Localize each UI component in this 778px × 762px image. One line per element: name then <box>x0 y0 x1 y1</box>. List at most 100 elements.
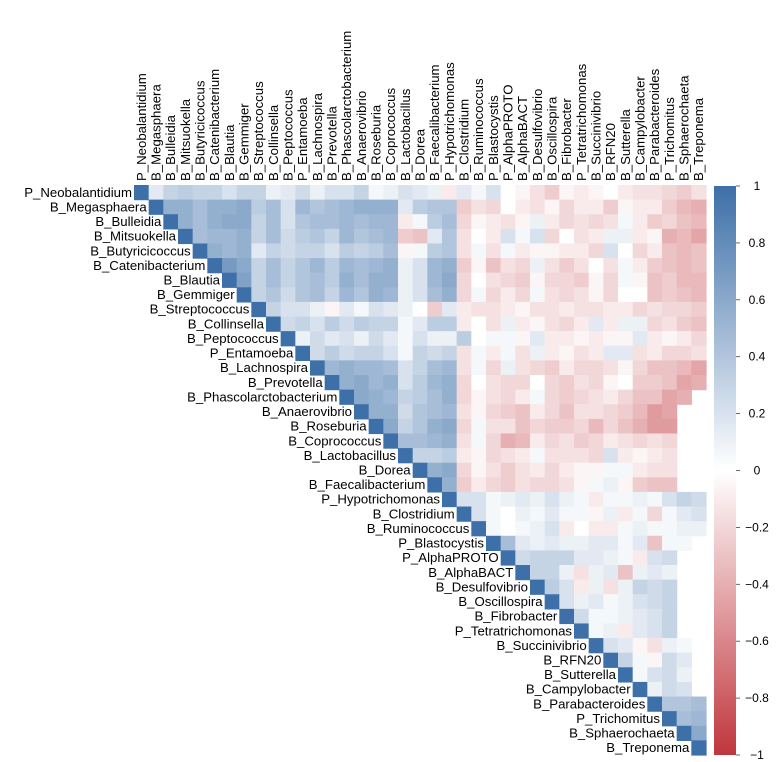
heatmap-cell <box>530 287 546 303</box>
column-label: P_Trichomitus <box>662 97 677 181</box>
heatmap-cell <box>515 316 531 332</box>
heatmap-cell <box>603 418 619 435</box>
heatmap-cell <box>632 477 648 493</box>
heatmap-cell <box>471 272 487 288</box>
heatmap-cell <box>515 287 531 303</box>
heatmap-cell <box>559 579 575 595</box>
heatmap-cell <box>544 185 560 201</box>
heatmap-cell <box>691 214 707 230</box>
heatmap-cell <box>662 491 678 508</box>
heatmap-cell <box>647 375 663 391</box>
column-label: P_Blastocystis <box>486 95 501 181</box>
heatmap-cell <box>647 667 663 683</box>
colorbar-tick-label: 0.6 <box>749 293 766 307</box>
heatmap-cell <box>207 185 223 201</box>
heatmap-cell <box>603 550 619 566</box>
heatmap-cell <box>222 228 238 245</box>
column-label: B_Phascolarctobacterium <box>339 31 354 181</box>
heatmap-cell <box>588 521 604 537</box>
heatmap-cell <box>603 345 619 361</box>
row-label: P_Trichomitus <box>576 711 660 726</box>
heatmap-cell <box>588 418 604 435</box>
heatmap-cell <box>295 199 311 215</box>
heatmap-cell <box>280 185 296 201</box>
heatmap-cell <box>691 725 707 741</box>
heatmap-cell <box>324 360 340 376</box>
heatmap-cell <box>207 214 223 230</box>
column-label: B_Parabacteroides <box>647 68 662 181</box>
heatmap-cell <box>471 389 487 405</box>
row-label: B_Phascolarctobacterium <box>187 389 337 404</box>
heatmap-cell <box>632 681 648 698</box>
heatmap-cell <box>559 331 575 347</box>
column-label: B_Mitsuokella <box>178 98 193 181</box>
heatmap-cell <box>632 579 648 595</box>
heatmap-cell <box>559 521 575 537</box>
heatmap-cell <box>339 316 355 332</box>
heatmap-cell <box>266 199 282 215</box>
heatmap-cell <box>236 243 252 259</box>
heatmap-cell <box>544 375 560 391</box>
heatmap-cell <box>339 272 355 288</box>
heatmap-cell <box>603 579 619 595</box>
heatmap-cell <box>530 214 546 230</box>
column-label: B_Clostridium <box>457 99 472 181</box>
heatmap-cell <box>559 448 575 464</box>
heatmap-cell <box>632 433 648 449</box>
column-label: B_RFN20 <box>603 123 618 181</box>
heatmap-cell <box>574 316 590 332</box>
heatmap-cell <box>662 243 678 259</box>
heatmap-cell <box>354 258 370 274</box>
heatmap-cell <box>574 594 590 610</box>
heatmap-cell <box>222 243 238 259</box>
row-label: B_Desulfovibrio <box>436 579 528 594</box>
heatmap-cell <box>632 316 648 332</box>
heatmap-cell <box>544 448 560 464</box>
heatmap-cell <box>383 389 399 405</box>
heatmap-cell <box>383 185 399 201</box>
heatmap-cell <box>295 331 311 347</box>
heatmap-cell <box>691 287 707 303</box>
heatmap-cell <box>603 316 619 332</box>
heatmap-cell <box>544 287 560 303</box>
heatmap-cell <box>544 272 560 288</box>
heatmap-cell <box>339 228 355 245</box>
column-label: B_Megasphaera <box>149 84 164 181</box>
row-label: B_Peptococcus <box>187 331 279 346</box>
heatmap-cell <box>251 199 267 215</box>
heatmap-cell <box>662 711 678 727</box>
heatmap-cell <box>676 652 692 668</box>
column-labels: P_Neobalantidium B_Megasphaera B_Bulleidia… <box>134 31 706 181</box>
row-label: P_Tetratrichomonas <box>455 623 573 638</box>
heatmap-cell <box>574 462 590 478</box>
heatmap-cell <box>603 462 619 478</box>
heatmap-cell <box>603 623 619 639</box>
heatmap-cell <box>691 331 707 347</box>
heatmap-cell <box>339 287 355 303</box>
heatmap-cell <box>544 258 560 274</box>
column-label: B_Prevotella <box>325 106 340 181</box>
column-label: B_Dorea <box>413 128 428 181</box>
heatmap-cell <box>456 287 472 303</box>
heatmap-cell <box>442 258 458 274</box>
heatmap-cell <box>412 199 428 215</box>
heatmap-cell <box>354 272 370 288</box>
column-label: P_Hypotrichomonas <box>442 62 457 181</box>
heatmap-cell <box>647 360 663 376</box>
heatmap-cell <box>603 491 619 508</box>
heatmap-cell <box>383 404 399 420</box>
heatmap-cell <box>559 404 575 420</box>
heatmap-cell <box>471 462 487 478</box>
heatmap-cell <box>251 228 267 245</box>
heatmap-cell <box>354 404 370 420</box>
heatmap-cell <box>662 681 678 698</box>
heatmap-cell <box>515 462 531 478</box>
heatmap-cell <box>515 243 531 259</box>
heatmap-cell <box>691 696 707 712</box>
heatmap-cell <box>295 301 311 318</box>
heatmap-cell <box>588 594 604 610</box>
column-label: B_Coprococcus <box>383 88 398 181</box>
row-label: B_Bulleidia <box>95 214 162 229</box>
heatmap-cell <box>588 608 604 625</box>
heatmap-cell <box>662 316 678 332</box>
